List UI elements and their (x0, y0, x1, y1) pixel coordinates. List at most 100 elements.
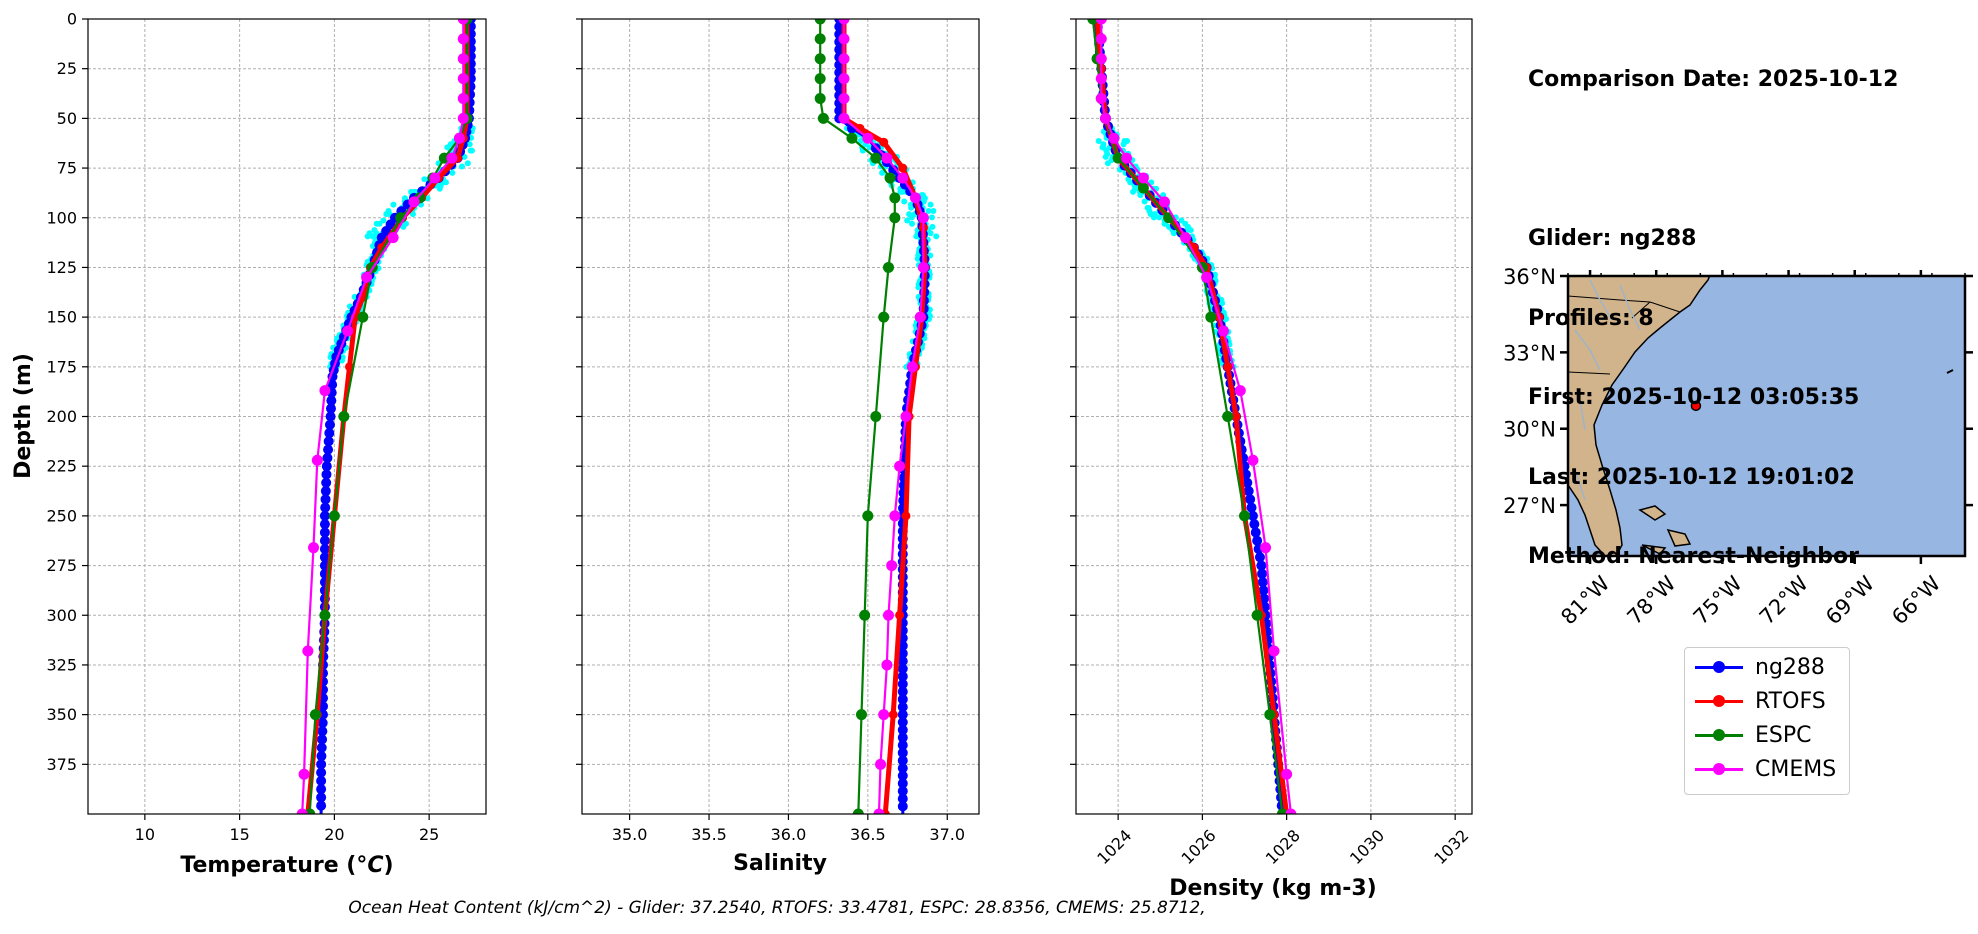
salinity-rtofs-point (901, 511, 911, 521)
density-espc-point (1264, 709, 1276, 721)
temperature-ng288-point (321, 469, 332, 480)
temperature-ng288-point (319, 535, 330, 546)
temperature-ng288-point (319, 552, 330, 563)
salinity-ng288-point (897, 763, 908, 774)
salinity-ng288-point (897, 786, 908, 797)
salinity-espc-point (862, 510, 874, 522)
temperature-cmems-point (311, 454, 323, 466)
temperature-axis-label: Temperature (°C) (180, 853, 393, 878)
salinity-cmems-point (886, 560, 898, 572)
density-ticks: 1024 1026 1028 1030 1032 (1070, 18, 1472, 868)
temperature-ng288-point (321, 477, 332, 488)
temperature-ng288-point (322, 452, 333, 463)
density-ng288-point (1245, 494, 1256, 505)
temperature-raw-point (400, 223, 407, 230)
salinity-cmems-point (838, 33, 850, 45)
salinity-raw-point (908, 214, 915, 221)
salinity-cmems-point (917, 261, 929, 273)
temperature-cmems-point (457, 73, 469, 85)
temperature-espc-point (357, 311, 369, 323)
salinity-espc-point (882, 261, 894, 273)
depth-tick-label: 100 (46, 208, 77, 227)
salinity-cmems-point (894, 460, 906, 472)
temperature-raw-point (442, 179, 449, 186)
density-panel: 1024 1026 1028 1030 1032 Density (kg m-3) (1070, 18, 1473, 901)
density-series (1087, 19, 1297, 814)
temperature-cmems-point (457, 33, 469, 45)
salinity-cmems-point (881, 659, 893, 671)
temperature-raw-point (466, 141, 473, 148)
temperature-series (296, 19, 476, 814)
salinity-cmems-point (917, 212, 929, 224)
salinity-xtick-label: 36.0 (771, 825, 807, 844)
salinity-raw-point (879, 169, 886, 176)
temperature-ng288-point (324, 428, 335, 439)
legend-item-ng288: ng288 (1693, 652, 1825, 682)
temperature-cmems-point (457, 112, 469, 124)
density-espc-point (1276, 808, 1288, 814)
temperature-raw-point (373, 220, 380, 227)
temperature-ng288-point (316, 800, 327, 811)
salinity-ng288-point (897, 679, 908, 690)
density-xtick-label: 1024 (1093, 826, 1135, 868)
temperature-raw-point (467, 147, 474, 154)
temperature-ng288-point (317, 734, 328, 745)
legend-label-cmems: CMEMS (1755, 756, 1837, 782)
salinity-cmems-point (909, 192, 921, 204)
density-cmems-point (1137, 172, 1149, 184)
temperature-ng288-point (316, 775, 327, 786)
depth-tick-label: 275 (46, 556, 77, 575)
glider-location-marker (1690, 400, 1702, 412)
salinity-espc-point (817, 112, 829, 124)
density-raw-point (1127, 179, 1134, 186)
temperature-ng288-point (320, 494, 331, 505)
temperature-raw-point (364, 233, 371, 240)
salinity-panel: 35.0 35.5 36.0 36.5 37.0 Salinity (576, 18, 980, 876)
salinity-espc-point (884, 172, 896, 184)
density-ng288-point (1257, 577, 1268, 588)
comparison-date-line: Comparison Date: 2025-10-12 (1528, 67, 1899, 92)
density-cmems-point (1217, 325, 1229, 337)
salinity-espc-point (870, 152, 882, 164)
map-land (1568, 276, 1711, 556)
legend-swatch-cmems (1693, 754, 1745, 784)
density-ng288-point (1250, 527, 1261, 538)
depth-tick-label: 250 (46, 506, 77, 525)
map-lat-label: 30°N (1503, 418, 1556, 442)
temperature-raw-point (380, 217, 387, 224)
temperature-cmems-point (446, 152, 458, 164)
temperature-ng288-point (320, 486, 331, 497)
legend-item-cmems: CMEMS (1693, 754, 1836, 784)
salinity-ng288-point (897, 747, 908, 758)
temperature-ng288-point (321, 461, 332, 472)
salinity-cmems-point (881, 152, 893, 164)
temperature-ng288-point (316, 751, 327, 762)
salinity-axis-label: Salinity (733, 851, 827, 876)
density-ng288-point (1257, 568, 1268, 579)
depth-tick-label: 375 (46, 755, 77, 774)
density-xtick-label: 1026 (1177, 826, 1219, 868)
salinity-ng288-point (897, 732, 908, 743)
depth-tick-label: 25 (57, 59, 77, 78)
density-raw-point (1095, 138, 1102, 145)
density-cmems-point (1247, 454, 1259, 466)
map-lat-label: 33°N (1503, 341, 1556, 365)
density-rtofs-point (1223, 362, 1233, 372)
salinity-raw-point (928, 214, 935, 221)
temperature-xtick-label: 15 (229, 825, 249, 844)
temperature-cmems-point (302, 645, 314, 657)
salinity-ng288-point (897, 694, 908, 705)
salinity-ng288-point (897, 656, 908, 667)
temperature-raw-point (383, 211, 390, 218)
temperature-ng288-point (316, 759, 327, 770)
salinity-ng288-point (897, 793, 908, 804)
salinity-raw-point (901, 198, 908, 205)
temperature-espc-point (338, 411, 350, 422)
salinity-raw-point (908, 204, 915, 211)
density-espc-point (1137, 182, 1149, 194)
salinity-xtick-label: 36.5 (850, 825, 886, 844)
density-raw-point (1170, 230, 1177, 237)
temperature-raw-point (390, 201, 397, 208)
salinity-espc-point (878, 311, 890, 323)
